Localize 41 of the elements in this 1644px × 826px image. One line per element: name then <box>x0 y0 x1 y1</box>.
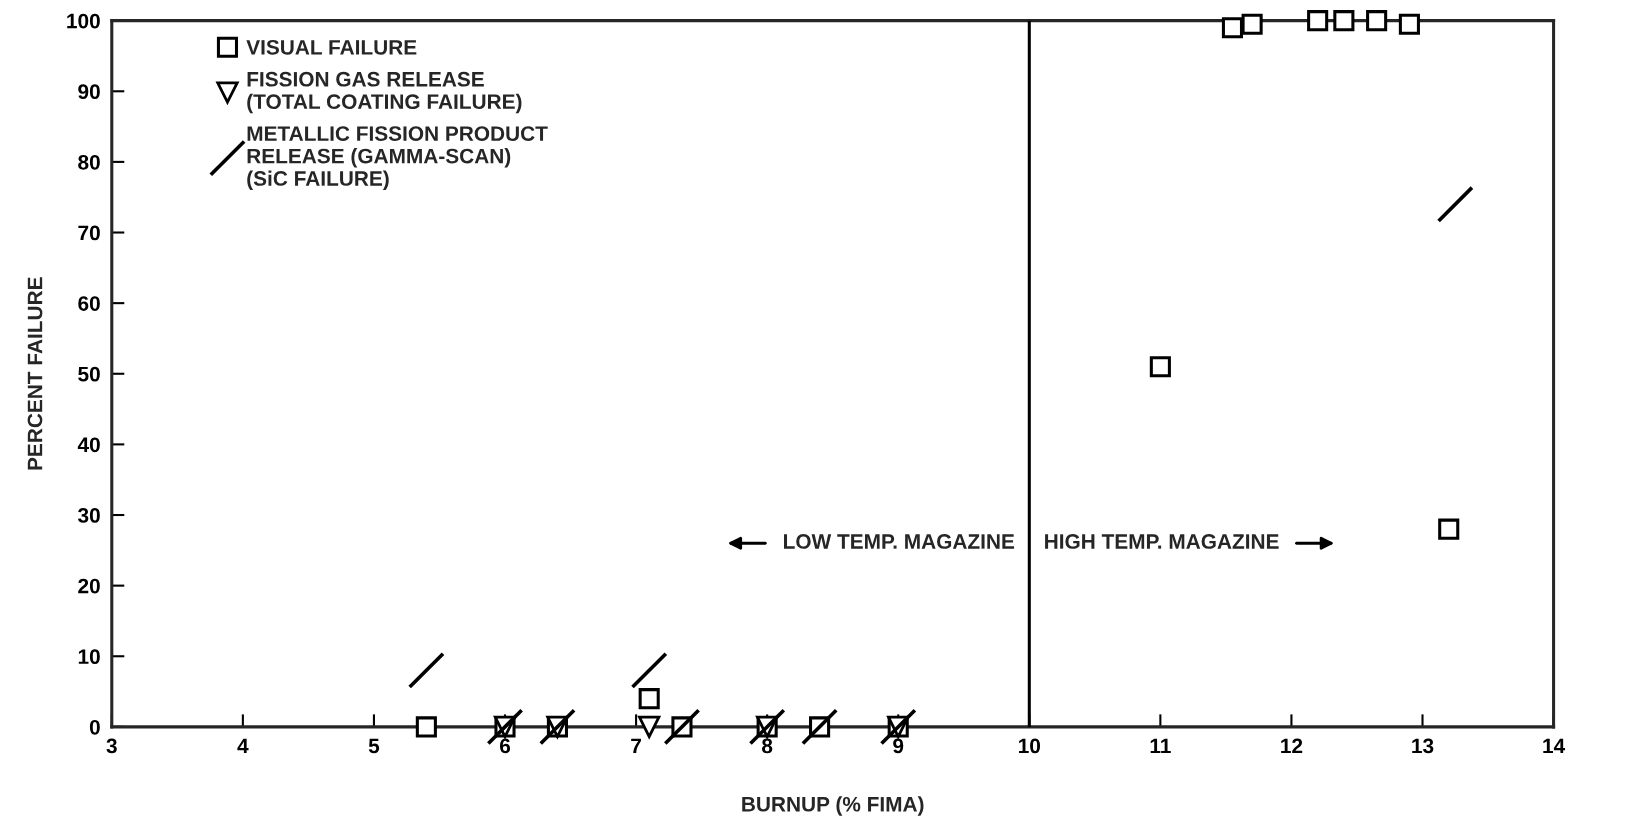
point <box>638 715 661 738</box>
x-tick-label: 5 <box>368 738 380 754</box>
point <box>638 688 660 710</box>
point <box>1438 518 1460 540</box>
point <box>1149 356 1171 378</box>
y-tick-label: 20 <box>78 578 100 594</box>
x-tick-label: 7 <box>631 738 641 754</box>
point <box>1307 10 1329 32</box>
x-tick-label: 12 <box>1281 738 1303 754</box>
legend-label: FISSION GAS RELEASE (TOTAL COATING FAILURE) <box>247 71 522 114</box>
y-tick-label: 70 <box>78 225 100 241</box>
point <box>1221 17 1244 39</box>
x-tick-label: 13 <box>1412 738 1434 754</box>
x-tick-label: 8 <box>762 738 773 754</box>
y-axis-title: PERCENT FAILURE <box>27 277 43 470</box>
y-tick-label: 30 <box>77 508 100 523</box>
y-tick-label: 100 <box>67 13 100 29</box>
point <box>415 716 437 738</box>
y-tick-label: 10 <box>78 649 100 665</box>
y-tick-label: 60 <box>78 296 100 311</box>
legend-label: METALLIC FISSION PRODUCT RELEASE (GAMMA-SCAN) (SiC FAILURE) <box>247 126 548 190</box>
y-tick-label: 40 <box>77 437 100 453</box>
y-tick-label: 80 <box>78 154 100 170</box>
point <box>1398 13 1420 35</box>
x-tick-label: 14 <box>1543 738 1566 754</box>
annotation: LOW TEMP. MAGAZINE <box>784 534 1015 549</box>
x-tick-label: 6 <box>499 738 511 754</box>
point <box>1366 10 1388 32</box>
legend-label: VISUAL FAILURE <box>246 39 417 55</box>
x-tick-label: 4 <box>237 738 249 754</box>
y-tick-label: 90 <box>78 84 100 100</box>
x-tick-label: 11 <box>1150 738 1171 754</box>
x-tick-label: 10 <box>1019 738 1041 754</box>
x-axis-title: BURNUP (% FIMA) <box>742 796 924 816</box>
point <box>1333 10 1355 32</box>
y-tick-label: 0 <box>89 719 100 735</box>
point <box>1241 13 1263 35</box>
y-tick-label: 50 <box>78 366 100 382</box>
x-tick-label: 3 <box>106 738 117 754</box>
x-tick-label: 9 <box>893 738 904 754</box>
annotation: HIGH TEMP. MAGAZINE <box>1045 534 1279 549</box>
